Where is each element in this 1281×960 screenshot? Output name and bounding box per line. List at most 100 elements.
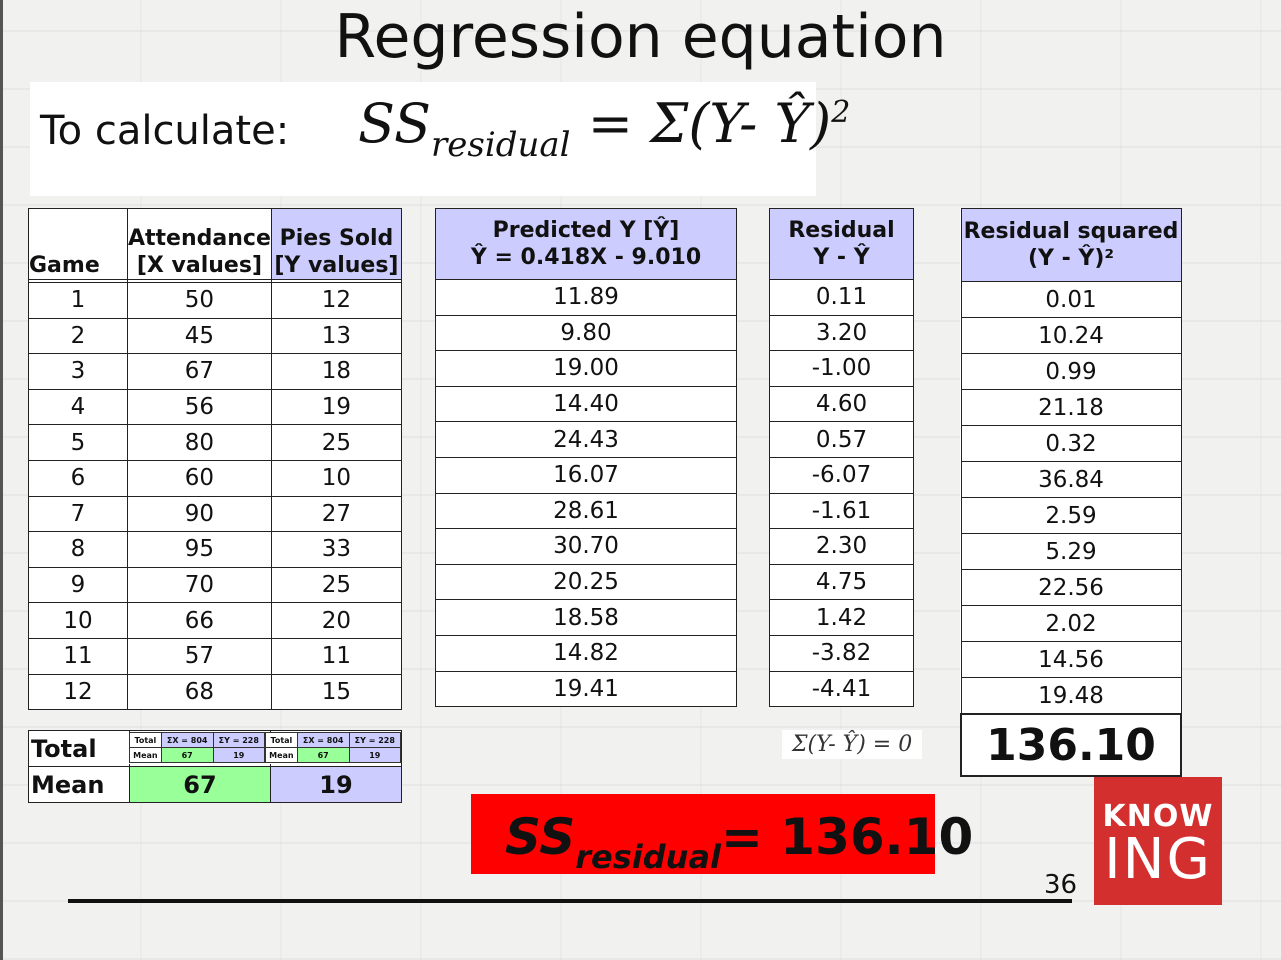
- table-cell: 19: [270, 388, 403, 426]
- table-cell: 1.42: [769, 599, 914, 636]
- formula-lhs: SS: [358, 92, 432, 155]
- table-cell: 90: [127, 495, 272, 533]
- table-cell: 14.56: [960, 641, 1182, 678]
- table-cell: 28.61: [435, 492, 737, 530]
- table-cell: 7: [28, 495, 128, 533]
- table-cell: 1: [28, 282, 128, 319]
- table-cell: 5: [28, 424, 128, 461]
- table-row: 28.61: [435, 492, 737, 530]
- table-cell: 50: [127, 282, 272, 319]
- header-predicted-text: Predicted Y [Ŷ] Ŷ = 0.418X - 9.010: [470, 218, 702, 270]
- table-cell: 0.99: [960, 353, 1182, 390]
- table-cell: 67: [127, 353, 272, 390]
- table-row: 36.84: [960, 461, 1182, 498]
- table-cell: 45: [127, 317, 272, 355]
- table-cell: 24.43: [435, 421, 737, 458]
- table-cell: 2.59: [960, 497, 1182, 534]
- table-row: 10.24: [960, 317, 1182, 354]
- table-cell: 16.07: [435, 456, 737, 494]
- table-cell: 2: [28, 317, 128, 355]
- page-number: 36: [1044, 870, 1078, 900]
- header-attendance-text: Attendance [X values]: [128, 226, 271, 278]
- table-cell: 11: [270, 637, 403, 675]
- spacer-cell: [28, 279, 128, 283]
- table-cell: 0.11: [769, 279, 914, 316]
- table-cell: -1.61: [769, 492, 914, 530]
- table-cell: 6: [28, 459, 128, 497]
- table-row: 21.18: [960, 389, 1182, 426]
- table-row: 6 60 10: [28, 459, 403, 497]
- mini-cell: 19: [348, 747, 402, 763]
- table-cell: 19.41: [435, 670, 737, 708]
- spacer-cell: [270, 279, 403, 283]
- table-cell: 22.56: [960, 569, 1182, 606]
- table-cell: 19.48: [960, 677, 1182, 715]
- game-data-table: Game Attendance [X values] Pies Sold [Y …: [28, 208, 403, 711]
- residual-table: Residual Y - Ŷ 0.11 3.20 -1.00 4.60 0.57 -6.0…: [769, 208, 914, 708]
- table-row: 4.60: [769, 385, 914, 423]
- game-data-rows: 1 50 12 2 45 13 3 67 18 4 56 19 5 80 25 6 60 10 7 90 27 8 95 33…: [28, 279, 403, 711]
- knowing-logo: KNOW ING: [1094, 777, 1222, 905]
- table-cell: 66: [127, 602, 272, 639]
- table-row: 5 80 25: [28, 424, 403, 461]
- mini-cell: Total: [265, 732, 298, 748]
- mini-cell: ΣX = 804: [160, 732, 214, 748]
- formula-subscript: residual: [431, 125, 571, 165]
- table-cell: 12: [270, 282, 403, 319]
- table-row: 1.42: [769, 599, 914, 636]
- table-cell: 19.00: [435, 350, 737, 387]
- mini-cell: 67: [160, 747, 214, 763]
- table-cell: 11.89: [435, 279, 737, 316]
- table-row: 19.48: [960, 677, 1182, 715]
- total-label: Total: [28, 730, 130, 767]
- mini-cell: 67: [296, 747, 350, 763]
- table-row: 20.25: [435, 563, 737, 601]
- table-row: 3.20: [769, 314, 914, 352]
- table-cell: 9.80: [435, 314, 737, 352]
- table-cell: 27: [270, 495, 403, 533]
- table-row: 2.30: [769, 528, 914, 565]
- formula-rhs: = Σ(Y- Ŷ): [587, 92, 832, 155]
- left-border: [0, 0, 3, 960]
- table-cell: 3: [28, 353, 128, 390]
- table-row: 0.99: [960, 353, 1182, 390]
- table-cell: 8: [28, 531, 128, 568]
- table-cell: 18.58: [435, 599, 737, 636]
- table-row: 0.01: [960, 281, 1182, 318]
- table-cell: 33: [270, 531, 403, 568]
- table-cell: 68: [127, 673, 272, 711]
- residual-rows: 0.11 3.20 -1.00 4.60 0.57 -6.07 -1.61 2.30 4.75 1…: [769, 279, 914, 708]
- logo-text-top: KNOW: [1102, 799, 1214, 834]
- header-predicted: Predicted Y [Ŷ] Ŷ = 0.418X - 9.010: [435, 208, 737, 280]
- table-cell: 9: [28, 566, 128, 604]
- table-row: 19.00: [435, 350, 737, 387]
- table-cell: 0.32: [960, 425, 1182, 462]
- table-cell: 70: [127, 566, 272, 604]
- table-cell: 4: [28, 388, 128, 426]
- table-cell: 2.02: [960, 605, 1182, 642]
- result-subscript: residual: [575, 838, 721, 876]
- table-row: 4.75: [769, 563, 914, 601]
- ss-residual-formula: SSresidual = Σ(Y- Ŷ)2: [358, 92, 850, 165]
- table-row: 14.40: [435, 385, 737, 423]
- result-lhs: SS: [505, 808, 576, 866]
- table-row: 2.59: [960, 497, 1182, 534]
- header-residual-squared: Residual squared (Y - Ŷ)²: [960, 208, 1182, 282]
- table-row: 1 50 12: [28, 282, 403, 319]
- table-cell: 20.25: [435, 563, 737, 601]
- table-row: 24.43: [435, 421, 737, 458]
- table-cell: 4.75: [769, 563, 914, 601]
- table-cell: -3.82: [769, 634, 914, 672]
- table-cell: 3.20: [769, 314, 914, 352]
- table-row: 22.56: [960, 569, 1182, 606]
- table-row: 7 90 27: [28, 495, 403, 533]
- header-game-text: Game: [29, 253, 100, 278]
- predicted-table: Predicted Y [Ŷ] Ŷ = 0.418X - 9.010 11.89…: [435, 208, 737, 708]
- logo-text-bottom: ING: [1104, 827, 1212, 892]
- table-row: 3 67 18: [28, 353, 403, 390]
- table-row: 0.57: [769, 421, 914, 458]
- mini-table-2: Total ΣX = 804 ΣY = 228 Mean 67 19: [265, 732, 402, 763]
- result-banner: [471, 794, 935, 874]
- header-attendance: Attendance [X values]: [127, 208, 272, 280]
- table-row: -4.41: [769, 670, 914, 708]
